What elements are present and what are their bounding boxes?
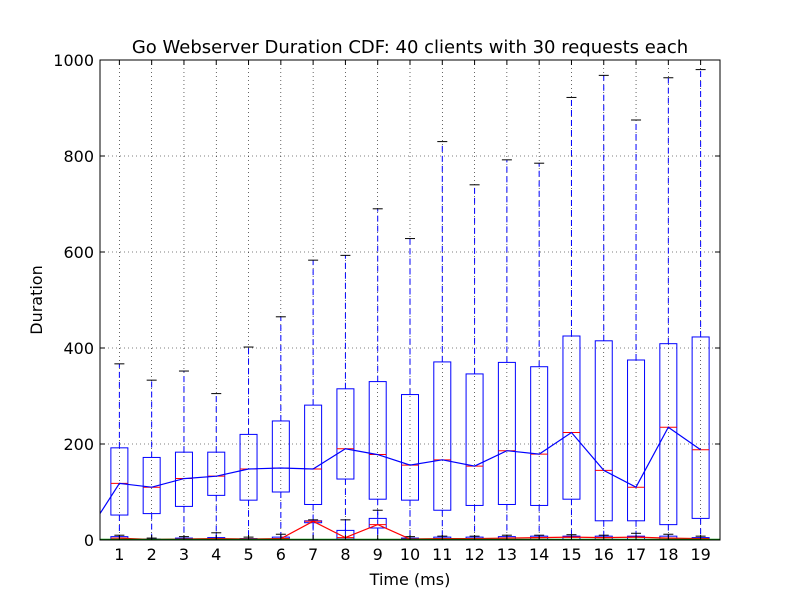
box bbox=[594, 340, 613, 522]
median-trend-line bbox=[99, 426, 701, 514]
y-tick-label: 0 bbox=[84, 531, 94, 550]
box bbox=[368, 381, 387, 500]
box-plot bbox=[691, 69, 710, 541]
box bbox=[530, 366, 549, 506]
box bbox=[465, 373, 484, 506]
x-tick-label: 18 bbox=[658, 545, 678, 564]
y-axis-label: Duration bbox=[27, 265, 46, 335]
x-tick-label: 14 bbox=[529, 545, 549, 564]
x-tick-label: 6 bbox=[276, 545, 286, 564]
box-plot bbox=[530, 162, 549, 541]
box bbox=[239, 433, 258, 501]
x-tick-label: 8 bbox=[340, 545, 350, 564]
x-tick-label: 7 bbox=[308, 545, 318, 564]
box bbox=[304, 404, 323, 505]
x-tick-label: 13 bbox=[497, 545, 517, 564]
x-tick-label: 3 bbox=[179, 545, 189, 564]
box bbox=[368, 517, 387, 529]
box bbox=[659, 343, 678, 526]
x-tick-label: 19 bbox=[690, 545, 710, 564]
x-tick-label: 15 bbox=[561, 545, 581, 564]
x-tick-label: 10 bbox=[400, 545, 420, 564]
y-tick-label: 200 bbox=[63, 435, 94, 454]
box bbox=[271, 420, 290, 493]
x-tick-label: 11 bbox=[432, 545, 452, 564]
box bbox=[401, 394, 419, 501]
x-tick-label: 16 bbox=[594, 545, 614, 564]
box bbox=[627, 359, 646, 522]
y-tick-label: 400 bbox=[63, 339, 94, 358]
box bbox=[562, 335, 581, 500]
x-tick-label: 2 bbox=[147, 545, 157, 564]
x-tick-label: 9 bbox=[373, 545, 383, 564]
y-tick-label: 800 bbox=[63, 147, 94, 166]
box bbox=[691, 336, 710, 519]
x-tick-label: 17 bbox=[626, 545, 646, 564]
series-1 bbox=[99, 69, 710, 541]
y-tick-label: 1000 bbox=[53, 51, 94, 70]
box bbox=[110, 447, 129, 516]
x-tick-label: 1 bbox=[114, 545, 124, 564]
box-plot bbox=[368, 509, 387, 541]
box bbox=[497, 361, 516, 505]
box-plot bbox=[110, 363, 129, 541]
box bbox=[174, 451, 193, 507]
x-tick-label: 5 bbox=[243, 545, 253, 564]
x-tick-label: 4 bbox=[211, 545, 221, 564]
chart-title: Go Webserver Duration CDF: 40 clients wi… bbox=[132, 37, 688, 58]
x-tick-label: 12 bbox=[464, 545, 484, 564]
box bbox=[336, 388, 355, 480]
x-axis-label: Time (ms) bbox=[369, 570, 451, 589]
box bbox=[433, 361, 452, 511]
y-tick-label: 600 bbox=[63, 243, 94, 262]
